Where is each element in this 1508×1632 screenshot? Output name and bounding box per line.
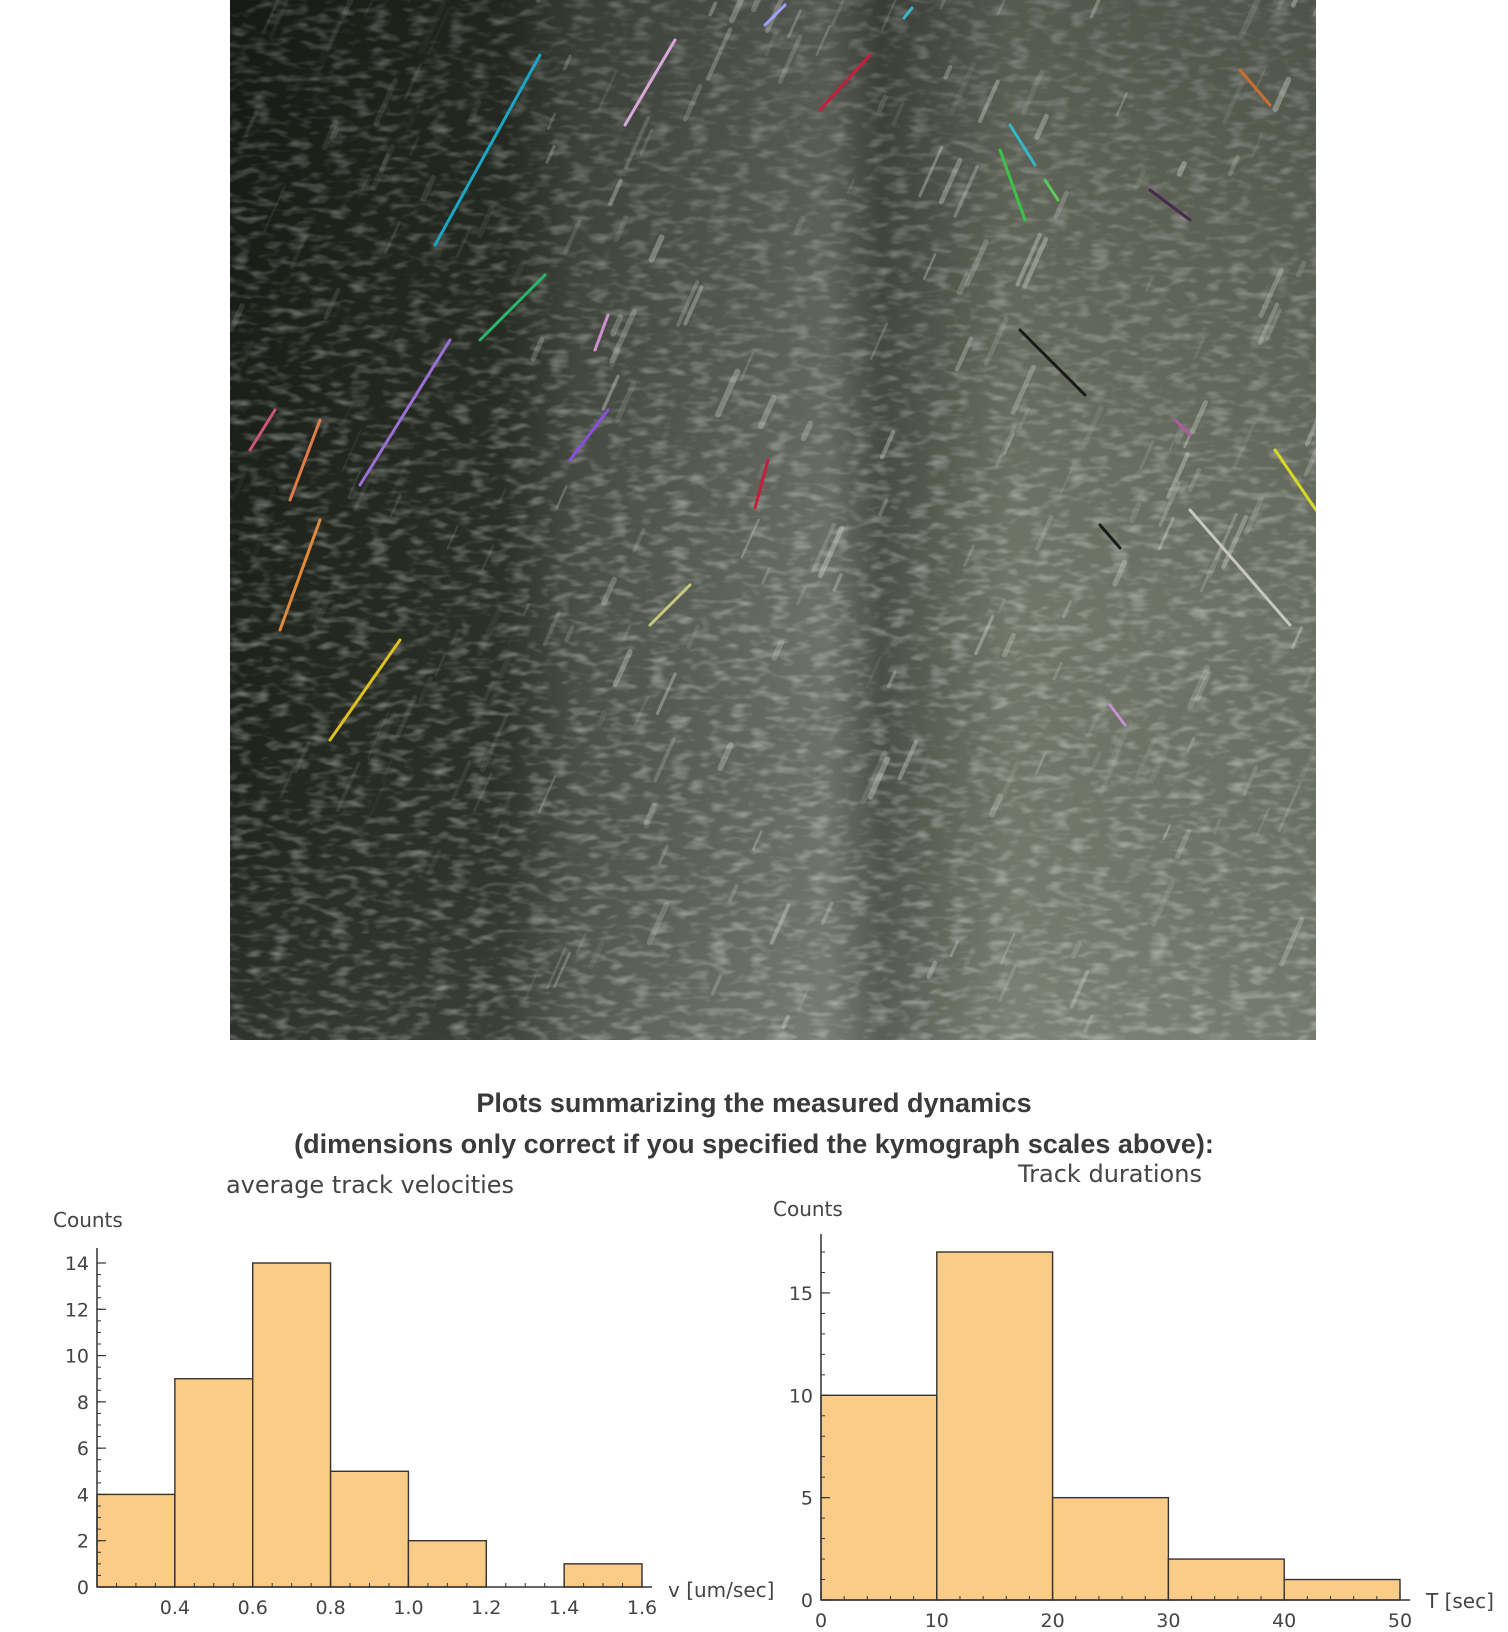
kymograph-image — [230, 0, 1316, 1040]
duration-xtick-label-4: 40 — [1272, 1610, 1296, 1632]
velocity-ytick-label-7: 14 — [65, 1253, 89, 1275]
velocity-histogram: 0 2 4 6 8 10 12 14 0.4 0.6 0.8 1.0 1.2 1.4 1.6 average … — [53, 1171, 774, 1619]
plots-caption-title: Plots summarizing the measured dynamics — [476, 1088, 1032, 1118]
velocity-xtick-label-1: 0.6 — [238, 1597, 268, 1619]
duration-bar-0 — [820, 1394, 938, 1601]
duration-bar-4 — [1283, 1578, 1401, 1601]
duration-ytick-label-2: 10 — [789, 1385, 813, 1407]
velocity-bar-1 — [174, 1378, 254, 1588]
velocity-ytick-label-6: 12 — [65, 1299, 89, 1321]
velocity-ylabel: Counts — [53, 1208, 123, 1232]
duration-ytick-label-3: 15 — [789, 1283, 813, 1305]
velocity-xtick-label-6: 1.6 — [627, 1597, 657, 1619]
velocity-title: average track velocities — [226, 1171, 514, 1199]
duration-bar-1 — [936, 1251, 1054, 1601]
velocity-bar-2 — [252, 1262, 332, 1588]
velocity-ytick-label-0: 0 — [77, 1577, 89, 1599]
velocity-bar-4 — [407, 1540, 487, 1588]
velocity-ytick-label-5: 10 — [65, 1346, 89, 1368]
duration-xtick-label-3: 30 — [1156, 1610, 1180, 1632]
duration-ytick-label-0: 0 — [801, 1590, 813, 1612]
velocity-bar-0 — [96, 1493, 176, 1588]
velocity-ytick-label-3: 6 — [77, 1438, 89, 1460]
velocity-ytick-label-4: 8 — [77, 1392, 89, 1414]
velocity-xtick-label-4: 1.2 — [471, 1597, 501, 1619]
velocity-bar-3 — [329, 1470, 410, 1588]
duration-bar-2 — [1051, 1496, 1170, 1601]
duration-xtick-label-2: 20 — [1041, 1610, 1065, 1632]
duration-xtick-label-0: 0 — [815, 1610, 827, 1632]
duration-xtick-label-1: 10 — [925, 1610, 949, 1632]
duration-ylabel: Counts — [773, 1197, 843, 1221]
duration-bar-3 — [1167, 1558, 1285, 1601]
velocity-xtick-label-5: 1.4 — [549, 1597, 579, 1619]
velocity-xtick-label-2: 0.8 — [315, 1597, 345, 1619]
velocity-xlabel: v [um/sec] — [668, 1578, 774, 1602]
duration-ytick-label-1: 5 — [801, 1488, 813, 1510]
duration-histogram: 0 5 10 15 0 10 20 30 40 50 Track durations Counts T … — [773, 1160, 1494, 1632]
velocity-ytick-label-2: 4 — [77, 1484, 89, 1506]
velocity-xtick-label-0: 0.4 — [160, 1597, 190, 1619]
duration-xlabel: T [sec] — [1425, 1589, 1494, 1613]
duration-title: Track durations — [1017, 1160, 1202, 1188]
velocity-ytick-label-1: 2 — [77, 1531, 89, 1553]
plots-caption-note: (dimensions only correct if you specifie… — [294, 1129, 1214, 1159]
velocity-xtick-label-3: 1.0 — [393, 1597, 423, 1619]
duration-xtick-label-5: 50 — [1388, 1610, 1412, 1632]
